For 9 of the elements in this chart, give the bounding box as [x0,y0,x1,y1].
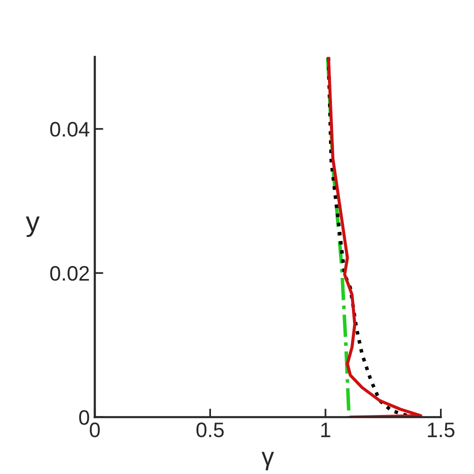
x-tick-label: 1 [321,422,330,438]
x-tick-label: 1.5 [428,422,454,438]
y-tick-label: 0.02 [50,266,89,281]
y-tick-label: 0 [79,410,90,425]
x-tick-label: 0.5 [196,422,224,438]
y-tick-label: 0.04 [50,122,90,137]
y-axis-title: y [26,216,40,237]
x-axis-title: γ [262,452,274,470]
x-tick-label: 0 [90,422,100,438]
